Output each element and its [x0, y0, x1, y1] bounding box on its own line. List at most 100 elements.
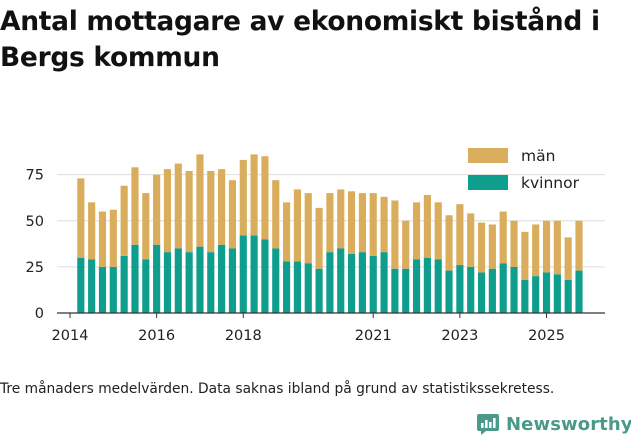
x-tick-label: 2021	[355, 328, 392, 344]
bar-man	[391, 200, 399, 269]
chart-title: Antal mottagare av ekonomiskt bistånd i …	[0, 6, 600, 73]
bar-kvinnor	[163, 252, 172, 313]
bar-man	[293, 189, 302, 262]
bar-kvinnor	[553, 274, 561, 313]
bar-man	[521, 231, 529, 280]
bar-kvinnor	[488, 268, 496, 313]
bar-kvinnor	[293, 261, 302, 313]
y-tick-label: 0	[35, 306, 44, 322]
bar-man	[283, 202, 291, 262]
bar-man	[250, 154, 258, 236]
caption: Tre månaders medelvärden. Data saknas ib…	[0, 381, 555, 397]
bar-man	[358, 193, 366, 253]
bar-man	[477, 222, 486, 273]
legend-swatch	[468, 148, 508, 163]
bar-man	[369, 193, 377, 256]
bar-kvinnor	[380, 252, 388, 313]
bar-man	[326, 193, 334, 253]
x-tick-label: 2025	[528, 328, 565, 344]
bar-man	[575, 220, 583, 271]
bar-man	[564, 237, 572, 280]
bar-man	[196, 154, 204, 247]
bar-kvinnor	[564, 279, 572, 313]
bar-kvinnor	[412, 259, 421, 313]
bar-man	[185, 170, 193, 253]
legend: män kvinnor	[468, 147, 580, 192]
y-tick-label: 25	[26, 260, 44, 276]
bar-man	[467, 213, 475, 267]
bar-man	[261, 156, 269, 240]
bar-man	[163, 169, 172, 253]
x-axis: 2014 2016 2018 2021 2023 2025	[52, 313, 565, 344]
bar-kvinnor	[272, 248, 280, 313]
bar-kvinnor	[174, 248, 182, 313]
x-tick-label: 2023	[441, 328, 478, 344]
y-tick-label: 75	[26, 168, 44, 184]
bar-man	[239, 159, 247, 236]
bar-man	[499, 211, 507, 264]
bar-kvinnor	[304, 263, 312, 313]
bar-man	[510, 220, 518, 267]
bar-man	[380, 196, 388, 253]
bar-man	[488, 224, 496, 269]
bar-kvinnor	[98, 266, 107, 313]
bar-kvinnor	[369, 255, 377, 313]
bar-man	[337, 189, 345, 249]
bar-man	[228, 180, 237, 249]
bar-kvinnor	[250, 235, 258, 313]
bar-man	[348, 191, 356, 254]
bar-kvinnor	[337, 248, 345, 313]
legend-swatch	[468, 175, 508, 190]
bar-kvinnor	[109, 266, 117, 313]
bar-kvinnor	[326, 252, 334, 313]
legend-label: män	[521, 147, 555, 165]
bar-kvinnor	[510, 266, 518, 313]
bar-kvinnor	[445, 270, 453, 313]
bar-man	[142, 193, 150, 260]
bar-kvinnor	[185, 252, 193, 313]
bar-man	[120, 185, 128, 256]
bar-man	[412, 202, 421, 260]
bar-man	[77, 178, 85, 258]
brand-name: Newsworthy	[506, 413, 631, 435]
bar-kvinnor	[218, 244, 226, 313]
newsworthy-logo-icon	[477, 414, 499, 435]
bar-man	[272, 180, 280, 249]
stacked-bar-chart: 0 25 50 75 2014 2016 2018 2021 2023 2025 män kvin…	[26, 147, 605, 344]
bar-man	[218, 169, 226, 245]
bar-kvinnor	[391, 268, 399, 313]
x-tick-label: 2016	[138, 328, 175, 344]
x-tick-label: 2014	[52, 328, 89, 344]
y-tick-label: 50	[26, 214, 44, 230]
bar-man	[423, 194, 431, 258]
x-tick-label: 2018	[225, 328, 262, 344]
bar-kvinnor	[228, 248, 237, 313]
bar-man	[456, 204, 464, 266]
bar-man	[109, 209, 117, 267]
bar-kvinnor	[467, 266, 475, 313]
bar-kvinnor	[77, 257, 85, 313]
bar-man	[532, 224, 540, 277]
bar-man	[207, 170, 215, 253]
bar-kvinnor	[88, 259, 96, 313]
bar-kvinnor	[434, 259, 442, 313]
bar-kvinnor	[477, 272, 486, 313]
bar-man	[542, 220, 551, 273]
bar-kvinnor	[348, 253, 356, 313]
bar-kvinnor	[402, 268, 410, 313]
bar-kvinnor	[315, 268, 323, 313]
bar-man	[131, 167, 139, 245]
bar-kvinnor	[196, 246, 204, 313]
bar-man	[402, 220, 410, 269]
bar-man	[315, 207, 323, 269]
bar-kvinnor	[120, 255, 128, 313]
bar-kvinnor	[239, 235, 247, 313]
bar-kvinnor	[261, 239, 269, 313]
y-axis: 0 25 50 75	[26, 168, 44, 322]
bar-kvinnor	[283, 261, 291, 313]
bar-kvinnor	[131, 244, 139, 313]
bar-man	[153, 174, 161, 245]
bar-kvinnor	[532, 276, 540, 313]
bar-man	[445, 215, 453, 271]
bar-kvinnor	[456, 265, 464, 313]
